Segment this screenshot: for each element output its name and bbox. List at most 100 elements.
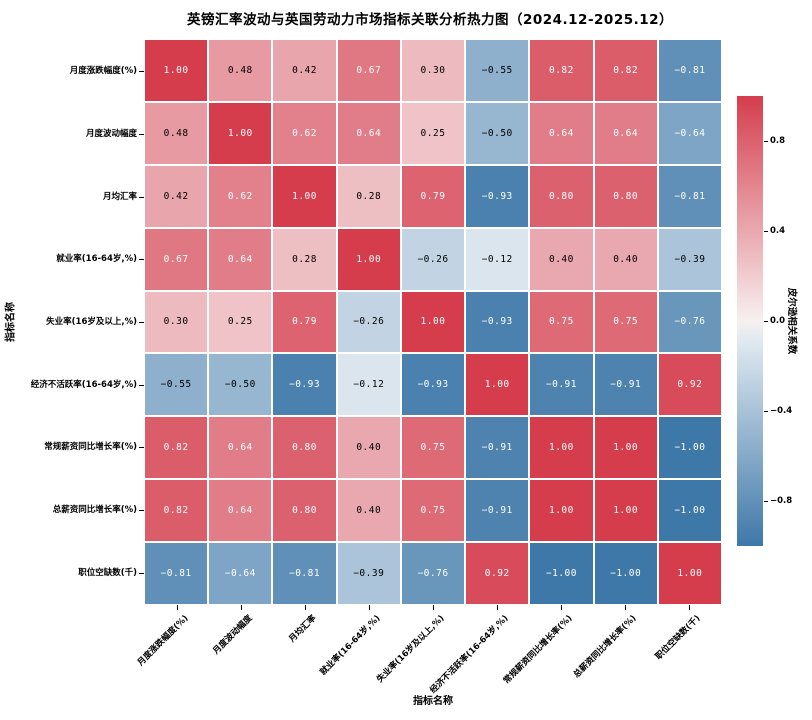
heatmap-cell: 1.00 [594,417,657,479]
heatmap-cell: −1.00 [658,480,721,542]
x-tick-mark [561,605,562,610]
heatmap-cell: 1.00 [337,228,400,290]
heatmap-cell: 1.00 [209,102,272,164]
y-tick-label: 就业率(16-64岁,%) [56,254,137,265]
colorbar-tick-mark [764,411,768,412]
heatmap-cell: 0.64 [594,102,657,164]
heatmap-cell: −0.50 [466,102,529,164]
heatmap-cell: 0.82 [594,40,657,101]
heatmap-cell: 0.25 [401,102,465,164]
heatmap-cell: 0.28 [273,228,336,290]
heatmap-cell: 1.00 [273,165,336,227]
x-tick-mark [369,605,370,610]
heatmap-cell: 0.64 [337,102,400,164]
y-tick-label: 职位空缺数(千) [78,567,137,578]
heatmap-cell: 0.30 [145,291,208,353]
colorbar-tick-label: −0.4 [770,406,793,416]
y-tick-label: 月度涨跌幅度(%) [69,66,137,77]
colorbar-tick-label: 0.0 [770,316,786,326]
heatmap-cell: 0.82 [530,40,593,101]
colorbar-tick-mark [764,321,768,322]
heatmap-cell: 0.75 [594,291,657,353]
y-tick-label: 失业率(16岁及以上,%) [46,317,137,327]
heatmap-cell: −0.64 [209,543,272,604]
y-tick-label: 经济不活跃率(16-64岁,%) [30,379,137,390]
colorbar-tick-mark [764,231,768,232]
heatmap-cell: 1.00 [658,543,721,604]
colorbar-tick-mark [764,141,768,142]
heatmap-cell: 1.00 [594,480,657,542]
y-tick-label: 月均汇率 [102,191,137,202]
y-tick-mark [139,384,144,386]
colorbar-title: 皮尔逊相关系数 [786,287,797,355]
y-tick-label: 月度波动幅度 [85,129,137,139]
heatmap-cell: 0.80 [530,165,593,227]
heatmap-cell: −0.81 [658,40,721,101]
x-tick-mark [689,605,690,610]
heatmap-cell: 1.00 [466,354,529,416]
heatmap-cell: −0.26 [401,228,465,290]
heatmap-cell: 0.40 [337,480,400,542]
colorbar-tick-label: −0.8 [770,496,793,506]
heatmap-cell: 0.79 [401,165,465,227]
heatmap-cell: 1.00 [145,40,208,101]
y-tick-mark [139,510,144,511]
heatmap-cell: 0.80 [594,165,657,227]
heatmap-cell: 0.30 [401,40,465,101]
y-tick-mark [139,71,144,73]
heatmap-cell: 0.62 [209,165,272,227]
x-tick-mark [433,605,434,610]
y-tick-label: 总薪资同比增长率(%) [52,505,137,515]
chart-title: 英镑汇率波动与英国劳动力市场指标关联分析热力图（2024.12-2025.12） [186,12,674,28]
heatmap-cell: 0.67 [145,228,208,290]
x-tick-mark [241,605,242,610]
heatmap-grid: 1.00 0.48 0.42 0.67 0.30 −0.55 0.82 0.82 −0.81 0.… [145,40,721,604]
heatmap-cell: −0.93 [466,165,529,227]
x-tick-mark [177,605,178,610]
heatmap-cell: −0.91 [594,354,657,416]
heatmap-cell: 0.80 [273,480,336,542]
colorbar-tick-mark [764,501,768,502]
heatmap-cell: 0.64 [530,102,593,164]
heatmap-cell: 1.00 [530,480,593,542]
heatmap-cell: 0.62 [273,102,336,164]
x-tick-mark [497,605,498,610]
heatmap-cell: 0.82 [145,480,208,542]
heatmap-cell: −0.39 [337,543,400,604]
heatmap-cell: 0.80 [273,417,336,479]
heatmap-cell: −0.91 [466,417,529,479]
heatmap-cell: 0.48 [145,102,208,164]
heatmap-cell: −0.91 [466,480,529,542]
heatmap-cell: 1.00 [401,291,465,353]
heatmap-cell: 0.40 [594,228,657,290]
heatmap-cell: −0.55 [145,354,208,416]
heatmap-cell: 0.48 [209,40,272,101]
heatmap-cell: 0.64 [209,480,272,542]
heatmap-cell: 0.67 [337,40,400,101]
colorbar-tick-label: 0.4 [770,226,786,236]
heatmap-cell: −0.93 [466,291,529,353]
x-tick-mark [305,605,306,610]
heatmap-cell: −0.91 [530,354,593,416]
heatmap-cell: 0.92 [658,354,721,416]
heatmap-cell: 0.79 [273,291,336,353]
heatmap-cell: −0.64 [658,102,721,164]
heatmap-cell: −1.00 [658,417,721,479]
heatmap-cell: 0.28 [337,165,400,227]
heatmap-cell: 0.82 [145,417,208,479]
y-tick-mark [139,259,144,261]
heatmap-cell: −0.93 [273,354,336,416]
heatmap-cell: −0.39 [658,228,721,290]
heatmap-cell: −0.76 [658,291,721,353]
y-tick-mark [139,447,144,449]
heatmap-cell: −0.12 [466,228,529,290]
colorbar-tick-label: 0.8 [770,136,786,146]
heatmap-cell: 1.00 [530,417,593,479]
heatmap-cell: 0.25 [209,291,272,353]
heatmap-cell: −0.81 [145,543,208,604]
y-tick-mark [139,572,144,574]
y-tick-mark [139,134,144,135]
heatmap-cell: −0.81 [273,543,336,604]
heatmap-cell: 0.64 [209,417,272,479]
